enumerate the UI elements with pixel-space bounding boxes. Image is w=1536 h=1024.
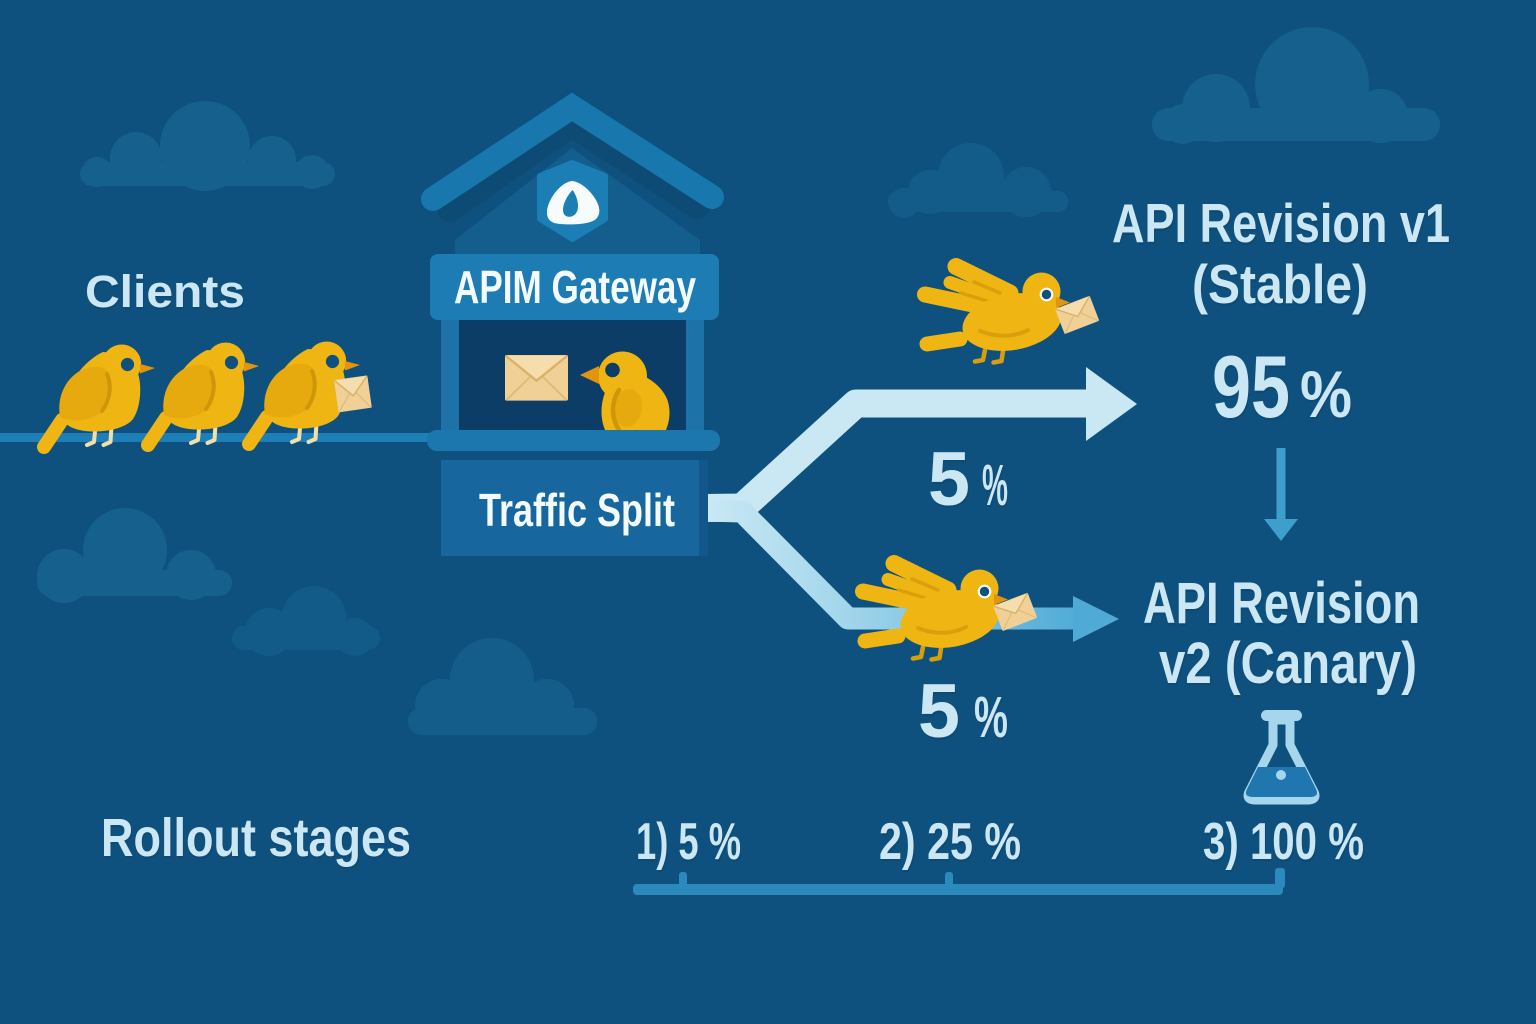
svg-text:APIM Gateway: APIM Gateway — [454, 261, 696, 313]
svg-text:Traffic Split: Traffic Split — [479, 484, 675, 536]
